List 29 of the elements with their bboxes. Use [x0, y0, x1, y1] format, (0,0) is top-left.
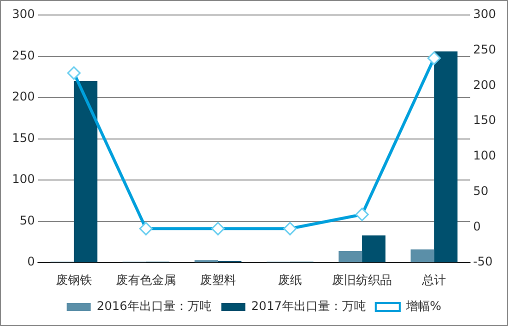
y2-tick-label: 150 [473, 113, 496, 128]
y-tick-label: 250 [12, 48, 35, 62]
bar [434, 51, 458, 262]
bar [362, 235, 386, 262]
y2-tick-label: 200 [473, 78, 496, 92]
y2-tick-label: 250 [473, 42, 496, 56]
x-tick-label: 废钢铁 [56, 272, 92, 287]
legend-label: 2016年出口量：万吨 [96, 299, 212, 314]
legend-label: 2017年出口量：万吨 [251, 299, 366, 314]
x-tick-label: 废纸 [278, 272, 302, 287]
y2-tick-label: 300 [473, 7, 496, 22]
x-tick-label: 总计 [421, 272, 446, 287]
y-tick-label: 300 [12, 7, 35, 22]
legend-label: 增幅% [404, 299, 442, 314]
x-tick-label: 废有色金属 [116, 272, 176, 287]
x-tick-label: 废塑料 [200, 272, 236, 287]
y-tick-label: 0 [27, 254, 35, 269]
y-tick-label: 100 [12, 172, 35, 186]
x-tick-label: 废旧纺织品 [332, 272, 392, 287]
y-tick-label: 150 [12, 130, 35, 145]
y2-tick-label: 50 [473, 184, 488, 198]
y2-tick-label: -50 [473, 254, 493, 269]
bar [410, 249, 434, 262]
y-tick-label: 200 [12, 90, 35, 104]
y2-tick-label: 100 [473, 148, 496, 163]
y2-tick-label: 0 [473, 219, 481, 234]
bar [74, 81, 98, 262]
bar [338, 251, 362, 262]
y-tick-label: 50 [20, 213, 35, 228]
